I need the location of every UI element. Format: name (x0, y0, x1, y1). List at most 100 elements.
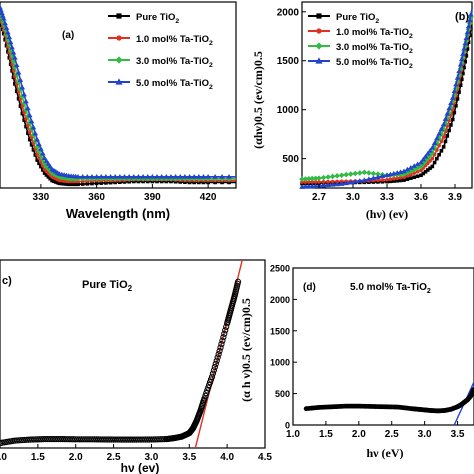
data-point (205, 175, 211, 182)
data-point (172, 175, 179, 182)
panel-b-plot-area (299, 8, 474, 189)
data-point (182, 174, 188, 179)
data-point (402, 175, 406, 180)
data-point (414, 161, 421, 167)
data-point (464, 29, 471, 35)
data-point (329, 182, 336, 187)
data-point (7, 47, 14, 54)
data-point (419, 168, 423, 173)
data-point (12, 55, 18, 60)
data-point (325, 182, 331, 188)
data-point (211, 364, 218, 371)
data-point (392, 179, 396, 183)
data-point (15, 437, 23, 444)
data-point (405, 177, 410, 181)
y-tick-label: 2000 (277, 7, 300, 18)
data-point (158, 175, 165, 182)
data-point (3, 25, 10, 30)
data-point (212, 175, 218, 182)
data-point (366, 170, 372, 176)
data-point (426, 168, 430, 172)
panel-d-label: (d) (303, 282, 316, 293)
data-point (24, 117, 28, 121)
data-point (457, 90, 461, 94)
data-point (47, 163, 53, 169)
data-point (449, 99, 456, 105)
data-point (454, 103, 458, 108)
data-point (38, 146, 44, 151)
panel-b-ylabel: (αhν)0.5 (ev/cm)0.5 (251, 51, 265, 149)
legend-label: Pure TiO2 (136, 12, 179, 25)
data-point (388, 177, 393, 181)
panel-c-label: c) (2, 275, 12, 287)
data-point (463, 35, 470, 41)
data-point (39, 150, 46, 156)
data-point (121, 174, 128, 179)
legend-marker (116, 13, 122, 19)
data-point (71, 182, 76, 187)
data-point (220, 334, 227, 341)
panel-d-title: 5.0 mol% Ta-TiO2 (350, 282, 431, 295)
y-tick-label: 500 (275, 389, 290, 399)
data-point (440, 121, 447, 127)
data-point (375, 171, 381, 177)
data-point (437, 152, 441, 157)
data-point (309, 175, 315, 182)
data-point (94, 181, 99, 186)
data-point (205, 174, 211, 179)
data-point (452, 110, 457, 115)
data-point (19, 436, 26, 444)
data-point (442, 116, 449, 121)
data-point (40, 168, 45, 172)
panel-a-x-ticks: 330 360 390 420 (33, 184, 217, 203)
data-point (334, 181, 340, 187)
data-point (212, 360, 219, 367)
data-point (172, 174, 179, 179)
data-point (434, 140, 440, 147)
data-point (38, 152, 44, 159)
panel-a-label: (a) (62, 30, 74, 41)
data-point (210, 367, 217, 374)
data-point (450, 117, 455, 122)
data-point (466, 40, 471, 44)
data-point (465, 23, 472, 29)
panel-d-frame (292, 267, 474, 426)
data-point (18, 104, 23, 108)
data-point (460, 51, 466, 56)
data-point (85, 182, 90, 186)
y-tick-label: 2000 (270, 295, 290, 305)
data-point (418, 159, 424, 165)
data-point (423, 169, 428, 174)
data-point (395, 178, 399, 183)
data-point (79, 174, 86, 179)
data-point (412, 171, 417, 175)
data-point (464, 54, 469, 58)
data-point (16, 96, 21, 101)
data-point (59, 181, 64, 186)
data-point (154, 174, 160, 179)
data-point (455, 97, 460, 101)
panel-b: 2.7 3.0 3.3 3.6 3.9 500 1000 1500 2000 (b) (hν) … (251, 1, 474, 221)
data-point (320, 182, 327, 188)
data-point (312, 175, 319, 182)
data-point (380, 178, 385, 182)
data-point (113, 180, 118, 185)
data-point (401, 168, 407, 174)
data-point (15, 69, 22, 75)
data-point (201, 395, 208, 402)
data-point (357, 170, 363, 176)
data-point (206, 180, 210, 185)
data-point (411, 166, 417, 173)
data-point (17, 77, 24, 82)
data-point (127, 179, 131, 184)
data-point (43, 163, 50, 169)
data-point (1, 31, 6, 36)
data-point (117, 175, 123, 182)
data-point (443, 139, 448, 144)
data-point (186, 174, 193, 179)
data-point (53, 180, 58, 184)
data-point (37, 161, 41, 166)
data-point (130, 174, 137, 179)
data-point (39, 164, 43, 169)
data-point (163, 174, 170, 179)
